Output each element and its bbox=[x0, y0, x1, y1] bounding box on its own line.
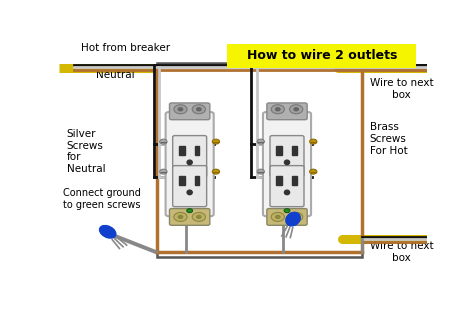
Bar bbox=[195, 146, 199, 155]
Circle shape bbox=[178, 215, 182, 218]
Ellipse shape bbox=[187, 160, 192, 165]
Circle shape bbox=[275, 108, 280, 111]
Bar bbox=[179, 176, 184, 185]
Ellipse shape bbox=[284, 160, 290, 165]
FancyBboxPatch shape bbox=[173, 166, 207, 207]
Ellipse shape bbox=[284, 190, 290, 195]
Ellipse shape bbox=[286, 212, 300, 226]
FancyBboxPatch shape bbox=[270, 166, 304, 207]
Circle shape bbox=[284, 209, 290, 213]
Circle shape bbox=[192, 213, 205, 221]
Circle shape bbox=[212, 169, 219, 174]
Circle shape bbox=[290, 105, 303, 114]
Circle shape bbox=[257, 139, 264, 144]
Bar bbox=[195, 176, 199, 185]
Circle shape bbox=[160, 139, 167, 144]
FancyBboxPatch shape bbox=[228, 44, 416, 68]
Circle shape bbox=[197, 108, 201, 111]
Circle shape bbox=[212, 139, 219, 144]
Circle shape bbox=[257, 169, 264, 174]
Ellipse shape bbox=[100, 226, 116, 238]
Circle shape bbox=[271, 105, 284, 114]
FancyBboxPatch shape bbox=[263, 112, 311, 216]
FancyBboxPatch shape bbox=[170, 209, 210, 225]
Circle shape bbox=[174, 213, 187, 221]
Circle shape bbox=[294, 108, 299, 111]
FancyBboxPatch shape bbox=[267, 103, 307, 120]
Text: Brass
Screws
For Hot: Brass Screws For Hot bbox=[370, 123, 408, 156]
Bar bbox=[276, 176, 282, 185]
FancyBboxPatch shape bbox=[173, 136, 207, 177]
Circle shape bbox=[271, 213, 284, 221]
FancyBboxPatch shape bbox=[170, 103, 210, 120]
Circle shape bbox=[294, 215, 299, 218]
Circle shape bbox=[187, 209, 192, 213]
Circle shape bbox=[310, 139, 317, 144]
Bar bbox=[156, 63, 362, 257]
Text: How to wire 2 outlets: How to wire 2 outlets bbox=[247, 49, 397, 62]
Text: Silver
Screws
for
Neutral: Silver Screws for Neutral bbox=[66, 129, 105, 174]
Text: Wire to next
box: Wire to next box bbox=[370, 241, 433, 263]
FancyBboxPatch shape bbox=[270, 136, 304, 177]
Ellipse shape bbox=[187, 190, 192, 195]
Circle shape bbox=[174, 105, 187, 114]
Text: Neutral: Neutral bbox=[96, 70, 135, 80]
Circle shape bbox=[310, 169, 317, 174]
Text: Wire to next
box: Wire to next box bbox=[370, 78, 433, 100]
Bar bbox=[292, 176, 297, 185]
Bar bbox=[276, 146, 282, 155]
Circle shape bbox=[160, 169, 167, 174]
FancyBboxPatch shape bbox=[267, 209, 307, 225]
Circle shape bbox=[192, 105, 205, 114]
Text: Connect ground
to green screws: Connect ground to green screws bbox=[63, 188, 141, 210]
Bar bbox=[179, 146, 184, 155]
Circle shape bbox=[197, 215, 201, 218]
Text: Hot from breaker: Hot from breaker bbox=[81, 43, 170, 53]
Circle shape bbox=[178, 108, 182, 111]
Circle shape bbox=[290, 213, 303, 221]
Bar bbox=[292, 146, 297, 155]
Circle shape bbox=[275, 215, 280, 218]
FancyBboxPatch shape bbox=[165, 112, 214, 216]
